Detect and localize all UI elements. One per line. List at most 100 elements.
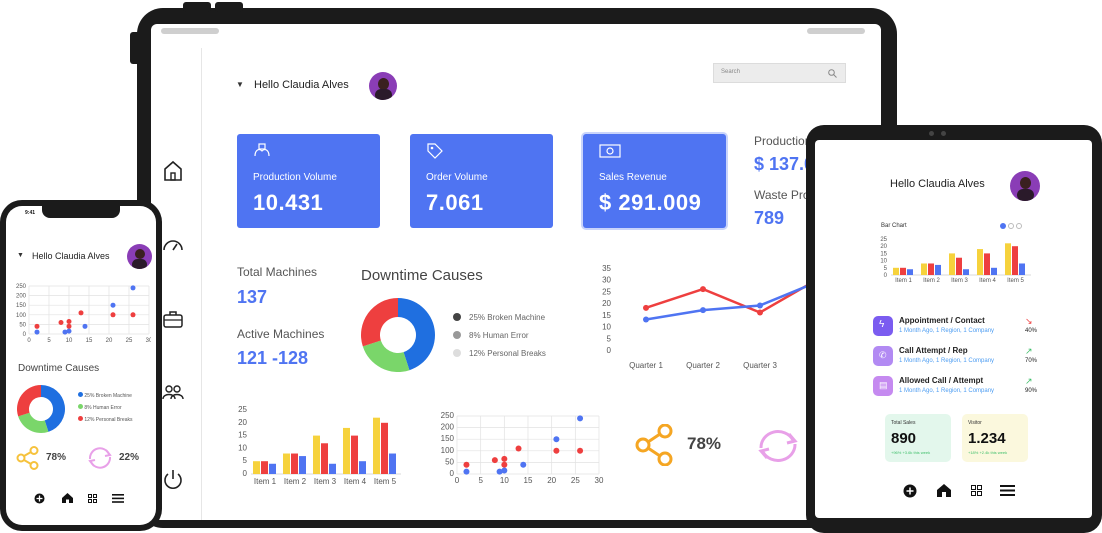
card-label: Production Volume: [253, 172, 337, 183]
scatter-point: [58, 319, 64, 325]
add-icon[interactable]: [903, 484, 917, 498]
home-icon[interactable]: [936, 483, 952, 498]
scatter-point: [34, 329, 40, 335]
activity-percent: 40%: [1025, 328, 1038, 334]
scatter-point: [78, 310, 84, 316]
scatter-point: [110, 302, 116, 308]
stat-value: 1.234: [968, 430, 1006, 447]
list-item[interactable]: ▤ Allowed Call / Attempt 1 Month Ago, 1 …: [873, 376, 1043, 406]
bolt-icon: ϟ: [873, 316, 893, 336]
scatter-chart: 0 50 100 150 200 250 0 5 10 15 20 25 30: [441, 411, 604, 485]
total-sales-card[interactable]: Total Sales 890 +96% +3.6k this week: [885, 414, 951, 462]
y-tick-label: 35: [602, 264, 611, 273]
chevron-down-icon[interactable]: ▼: [17, 252, 24, 259]
bar: [921, 263, 927, 275]
briefcase-icon[interactable]: [163, 310, 183, 328]
home-icon[interactable]: [61, 492, 74, 504]
refresh-icon[interactable]: [86, 446, 114, 470]
total-machines-label: Total Machines: [237, 265, 318, 279]
refresh-icon[interactable]: [755, 426, 801, 466]
y-tick-label: 10: [880, 259, 887, 265]
series-point: [757, 302, 763, 309]
x-tick-label: Item 5: [1007, 278, 1024, 284]
stat-note: +18% +2.4k this week: [968, 450, 1008, 455]
active-machines-label: Active Machines: [237, 327, 325, 341]
x-tick-label: 10: [66, 338, 73, 344]
scatter-point: [66, 328, 72, 334]
x-tick-label: Item 2: [284, 477, 307, 486]
greeting: Hello Claudia Alves: [890, 178, 985, 190]
scatter-point: [66, 323, 72, 329]
card-value: 10.431: [253, 190, 324, 215]
list-item[interactable]: ✆ Call Attempt / Rep 1 Month Ago, 1 Regi…: [873, 346, 1043, 376]
bar: [381, 422, 388, 474]
stat-label: Total Sales: [891, 420, 916, 426]
x-tick-label: 10: [500, 476, 509, 485]
menu-icon[interactable]: [1000, 485, 1015, 496]
y-tick-label: 0: [884, 273, 888, 279]
search-input[interactable]: Search: [713, 63, 846, 83]
trend-down-icon: ↘: [1025, 316, 1033, 326]
x-tick-label: Quarter 2: [686, 361, 720, 370]
y-tick-label: 250: [16, 284, 27, 290]
add-icon[interactable]: [34, 493, 45, 504]
chart-toggle[interactable]: [1016, 223, 1022, 229]
home-icon[interactable]: [163, 160, 183, 182]
avatar[interactable]: [127, 244, 152, 269]
notch: [42, 206, 120, 218]
menu-icon[interactable]: [112, 494, 124, 503]
team-icon[interactable]: [162, 384, 184, 400]
phone-donut-chart: [16, 385, 66, 433]
scatter-point: [515, 445, 522, 452]
refresh-percent: 22%: [119, 452, 140, 463]
y-tick-label: 25: [880, 237, 887, 243]
legend-label: 25% Broken Machine: [84, 393, 132, 399]
card-production-volume[interactable]: Production Volume 10.431: [237, 134, 380, 228]
status-time: 9:41: [25, 210, 36, 216]
trend-up-icon: ↗: [1025, 346, 1033, 356]
activity-percent: 90%: [1025, 388, 1038, 394]
y-tick-label: 15: [602, 311, 611, 320]
bar: [1012, 246, 1018, 275]
document-icon: ▤: [873, 376, 893, 396]
power-icon[interactable]: [163, 468, 183, 490]
tablet-button: [215, 2, 243, 12]
share-icon[interactable]: [16, 446, 40, 470]
visitor-card[interactable]: Visitor 1.234 +18% +2.4k this week: [962, 414, 1028, 462]
items-bar-chart: 0 5 10 15 20 25 Item 1 Item 2 Item 3 Item 4 Item 5: [238, 405, 401, 486]
y-tick-label: 20: [880, 244, 887, 250]
avatar[interactable]: [369, 72, 397, 100]
production-value: $ 137.0: [754, 154, 815, 174]
camera: [929, 131, 934, 136]
list-item[interactable]: ϟ Appointment / Contact 1 Month Ago, 1 R…: [873, 316, 1043, 346]
activity-percent: 70%: [1025, 358, 1038, 364]
share-icon[interactable]: [635, 424, 675, 466]
chart-toggle[interactable]: [1008, 223, 1014, 229]
legend-dot: [78, 416, 83, 421]
card-sales-revenue[interactable]: Sales Revenue $ 291.009: [583, 134, 726, 228]
bar: [299, 456, 306, 474]
gauge-icon[interactable]: [162, 236, 184, 252]
search-icon[interactable]: [828, 69, 837, 78]
phone-legend: 25% Broken Machine 8% Human Error 12% Pe…: [78, 390, 132, 426]
bar: [291, 453, 298, 474]
y-tick-label: 0: [23, 332, 27, 338]
y-tick-label: 10: [238, 443, 247, 452]
x-tick-label: 0: [455, 476, 460, 485]
waste-label: Waste Prod: [754, 188, 817, 202]
grid-icon[interactable]: [88, 494, 97, 503]
series-point: [700, 286, 706, 293]
card-order-volume[interactable]: Order Volume 7.061: [410, 134, 553, 228]
downtime-title: Downtime Causes: [18, 363, 100, 374]
x-tick-label: Item 1: [895, 278, 912, 284]
series-point: [757, 309, 763, 316]
grid-icon[interactable]: [971, 485, 982, 496]
bar: [935, 264, 941, 275]
y-tick-label: 5: [884, 266, 888, 272]
chevron-down-icon[interactable]: ▼: [236, 80, 244, 89]
bar: [283, 453, 290, 474]
chart-toggle[interactable]: [1000, 223, 1006, 229]
bar: [1019, 263, 1025, 275]
avatar[interactable]: [1010, 171, 1040, 201]
scatter-point: [82, 323, 88, 329]
